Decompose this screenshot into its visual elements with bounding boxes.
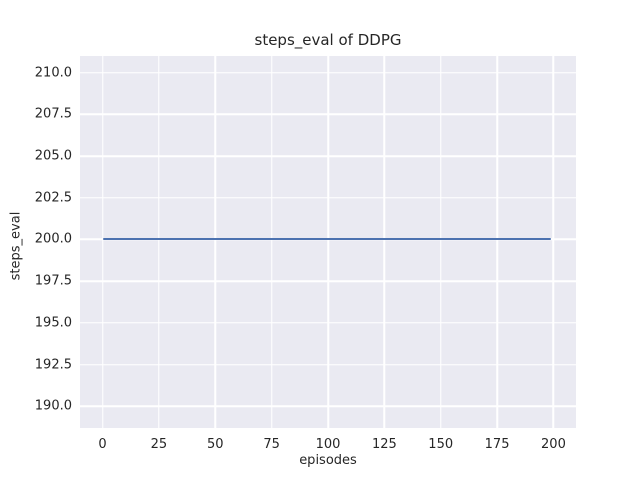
gridline-horizontal (80, 197, 576, 199)
gridline-vertical (270, 56, 273, 428)
gridline-vertical (383, 56, 386, 428)
x-axis-label: episodes (299, 453, 357, 468)
y-tick-label: 197.5 (34, 273, 72, 289)
gridline-vertical (327, 56, 329, 428)
y-tick-label: 192.5 (34, 357, 72, 373)
x-tick-label: 200 (541, 437, 566, 452)
x-tick-label: 25 (150, 437, 168, 452)
y-tick-label: 202.5 (34, 190, 72, 206)
x-tick-label: 50 (206, 437, 224, 452)
x-tick-label: 75 (263, 437, 280, 452)
y-tick-label: 190.0 (34, 398, 72, 414)
gridline-vertical (101, 56, 104, 428)
gridline-vertical (552, 56, 555, 428)
gridline-horizontal (80, 405, 576, 408)
plot-area: 0 25 50 75 100 125 150 175 200 190.0 192.5 195.0 197… (35, 56, 576, 452)
gridline-vertical (439, 56, 442, 428)
y-tick-label: 200.0 (34, 231, 72, 247)
x-tick-label: 100 (315, 437, 341, 452)
gridline-horizontal (80, 280, 576, 282)
y-tick-label: 210.0 (34, 65, 72, 81)
y-tick-label: 207.5 (34, 106, 72, 122)
x-tick-label: 150 (428, 437, 454, 452)
y-tick-label: 205.0 (34, 148, 72, 164)
gridline-horizontal (80, 113, 576, 116)
y-axis-label: steps_eval (8, 211, 24, 281)
gridline-horizontal (80, 155, 576, 157)
gridline-horizontal (80, 71, 576, 74)
y-tick-label: 195.0 (34, 315, 72, 331)
chart-title: steps_eval of DDPG (254, 31, 402, 49)
data-line-ddpg (102, 238, 552, 241)
x-tick-label: 0 (98, 437, 107, 452)
x-tick-label: 125 (371, 437, 397, 452)
gridline-vertical (158, 56, 160, 428)
gridline-vertical (496, 56, 498, 428)
gridline-horizontal (80, 322, 576, 324)
gridline-vertical (214, 56, 217, 428)
gridline-horizontal (80, 363, 576, 366)
x-tick-label: 175 (484, 437, 510, 452)
